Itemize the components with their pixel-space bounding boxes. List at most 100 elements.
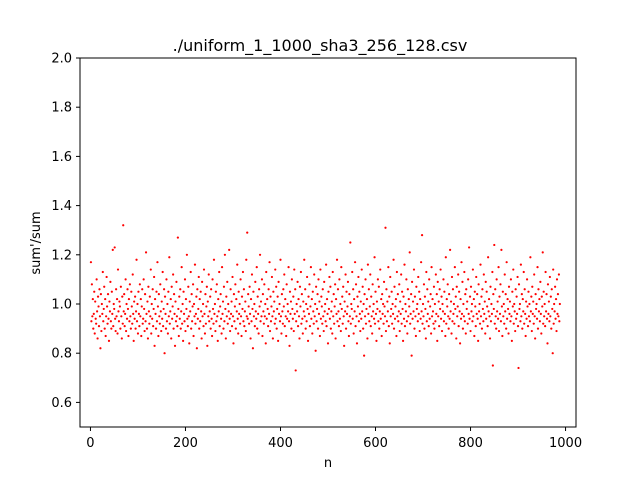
data-point xyxy=(391,312,395,315)
data-point xyxy=(485,290,488,293)
data-point xyxy=(222,285,226,288)
data-point xyxy=(537,310,541,313)
data-point xyxy=(348,315,351,318)
data-point xyxy=(97,305,100,308)
data-point xyxy=(100,329,103,333)
data-point xyxy=(220,317,223,320)
data-point xyxy=(216,315,219,318)
data-point xyxy=(389,315,392,318)
data-point xyxy=(473,290,476,293)
data-point xyxy=(433,302,436,306)
data-point xyxy=(418,329,421,333)
data-point xyxy=(392,327,396,330)
data-point xyxy=(352,332,355,335)
data-point xyxy=(270,275,274,279)
data-point xyxy=(415,285,418,288)
data-point xyxy=(338,278,341,281)
data-point xyxy=(370,295,373,298)
data-point xyxy=(200,337,203,340)
data-point xyxy=(309,305,312,308)
data-point xyxy=(358,312,361,315)
data-point xyxy=(305,320,308,323)
data-point xyxy=(507,332,510,335)
data-point xyxy=(196,288,199,291)
data-point xyxy=(248,285,251,288)
data-point xyxy=(317,312,321,315)
data-point xyxy=(230,300,233,303)
data-point xyxy=(420,310,423,313)
data-point xyxy=(344,327,348,330)
data-point xyxy=(269,295,272,298)
data-point xyxy=(89,261,93,264)
data-point xyxy=(398,329,401,333)
data-point xyxy=(235,310,238,313)
data-point xyxy=(241,307,244,311)
data-point xyxy=(312,322,315,325)
data-point xyxy=(500,305,503,308)
data-point xyxy=(455,285,458,288)
data-point xyxy=(368,320,371,323)
data-point xyxy=(397,320,400,323)
data-point xyxy=(313,315,316,318)
data-point xyxy=(369,325,372,328)
data-point xyxy=(221,312,224,315)
data-point xyxy=(462,315,465,318)
data-point xyxy=(161,270,164,274)
data-point xyxy=(212,258,216,261)
data-point xyxy=(413,327,416,330)
data-point xyxy=(276,307,279,311)
data-point xyxy=(318,300,321,303)
data-point xyxy=(193,315,196,318)
data-point xyxy=(129,315,132,318)
data-point xyxy=(192,334,195,338)
data-point xyxy=(504,293,507,296)
data-point xyxy=(379,268,382,271)
data-point xyxy=(508,300,512,303)
data-point xyxy=(386,310,389,313)
data-point xyxy=(484,332,487,335)
data-point xyxy=(529,256,532,259)
data-point xyxy=(157,293,160,296)
data-point xyxy=(176,236,179,239)
data-point xyxy=(115,315,118,318)
data-point xyxy=(108,300,111,303)
data-point xyxy=(387,325,390,328)
x-axis-label: n xyxy=(324,456,332,471)
data-point xyxy=(169,310,172,313)
data-point xyxy=(131,322,134,325)
data-point xyxy=(141,322,144,325)
data-point xyxy=(445,322,448,325)
data-point xyxy=(343,300,346,303)
data-point xyxy=(118,300,121,303)
data-point xyxy=(96,295,100,298)
data-point xyxy=(159,283,162,286)
data-point xyxy=(243,325,246,328)
data-point xyxy=(280,332,283,335)
data-point xyxy=(267,325,270,328)
data-point xyxy=(238,312,241,315)
data-point xyxy=(105,305,109,308)
data-point xyxy=(299,270,303,274)
data-point xyxy=(396,293,399,296)
data-point xyxy=(239,278,242,281)
data-point xyxy=(218,325,221,328)
data-point xyxy=(520,293,523,296)
data-point xyxy=(147,310,150,313)
data-point xyxy=(375,300,379,303)
data-point xyxy=(279,258,282,261)
data-point xyxy=(371,332,374,335)
data-point xyxy=(288,344,291,347)
data-point xyxy=(168,322,171,325)
data-point xyxy=(114,329,117,333)
data-point xyxy=(347,320,350,323)
data-point xyxy=(537,288,540,291)
data-point xyxy=(175,280,178,283)
data-point xyxy=(540,295,543,298)
data-point xyxy=(277,312,281,315)
data-point xyxy=(231,275,234,279)
data-point xyxy=(492,307,495,311)
data-point xyxy=(294,369,297,372)
data-point xyxy=(246,317,249,320)
x-tick-label: 0 xyxy=(86,436,94,451)
